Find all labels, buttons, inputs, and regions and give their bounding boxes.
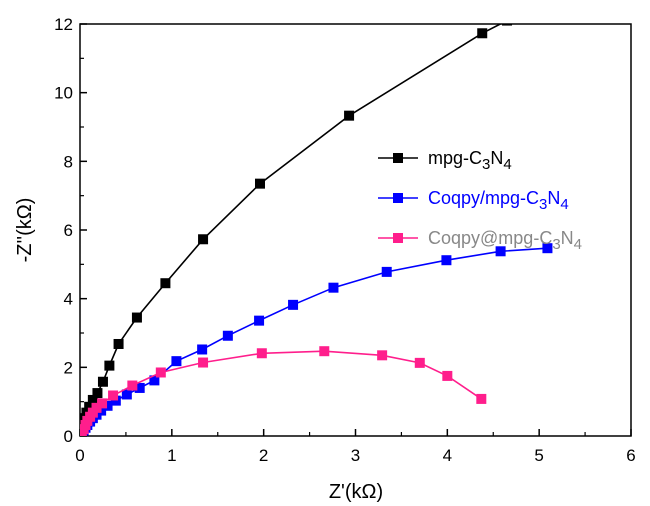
legend-label-coqpy-slash: Coqpy/mpg-C3N4 <box>428 188 569 213</box>
legend-marker-coqpy-at <box>393 233 403 243</box>
data-point-mpg <box>160 278 171 289</box>
x-tick-label: 1 <box>167 446 176 465</box>
y-tick-label: 0 <box>64 427 73 446</box>
data-point-mpg <box>131 312 142 323</box>
data-point-coqpy-slash <box>222 330 233 341</box>
data-point-coqpy-slash <box>110 395 121 406</box>
data-point-mpg <box>104 360 115 371</box>
data-point-coqpy-slash <box>441 255 452 266</box>
data-point-mpg <box>92 388 103 399</box>
data-point-mpg <box>97 376 108 387</box>
legend-marker-coqpy-slash <box>393 193 403 203</box>
y-tick-label: 6 <box>64 221 73 240</box>
data-point-coqpy-slash <box>102 400 113 411</box>
plot-area <box>79 23 632 437</box>
legend-marker-mpg <box>393 153 403 163</box>
x-tick-label: 5 <box>534 446 543 465</box>
data-point-coqpy-slash <box>542 243 553 254</box>
y-tick-label: 10 <box>54 84 73 103</box>
data-point-coqpy-at <box>91 402 102 413</box>
data-point-coqpy-at <box>476 393 487 404</box>
data-point-coqpy-at <box>414 357 425 368</box>
legend-text-part: N <box>547 188 560 208</box>
data-point-coqpy-slash <box>381 266 392 277</box>
data-point-coqpy-at <box>442 370 453 381</box>
legend-text-part: 3 <box>552 236 560 253</box>
legend-label-coqpy-at: Coqpy@mpg-C3N4 <box>428 228 582 253</box>
legend-text-part: 4 <box>503 156 511 173</box>
y-axis-title: -Z''(kΩ) <box>14 198 36 263</box>
data-point-mpg <box>87 394 98 405</box>
data-point-coqpy-slash <box>328 282 339 293</box>
y-tick-label: 2 <box>64 358 73 377</box>
data-point-coqpy-slash <box>121 389 132 400</box>
data-point-coqpy-slash <box>149 375 160 386</box>
legend-text-part: 4 <box>574 236 582 253</box>
data-point-coqpy-at <box>155 367 166 378</box>
legend-text-part: Coqpy@mpg-C <box>428 228 552 248</box>
data-point-coqpy-slash <box>288 299 299 310</box>
legend-text-part: N <box>561 228 574 248</box>
legend-label-mpg: mpg-C3N4 <box>428 148 512 173</box>
data-point-mpg <box>344 110 355 121</box>
legend-text-part: Coqpy/mpg-C <box>428 188 539 208</box>
data-point-mpg <box>254 178 265 189</box>
x-axis-title: Z'(kΩ) <box>329 481 383 503</box>
data-point-mpg <box>502 24 513 26</box>
x-tick-label: 6 <box>626 446 635 465</box>
legend-text-part: N <box>490 148 503 168</box>
data-point-coqpy-at <box>198 357 209 368</box>
y-tick-label: 12 <box>54 15 73 34</box>
data-point-coqpy-at <box>97 398 108 409</box>
y-tick-label: 8 <box>64 152 73 171</box>
x-tick-label: 4 <box>443 446 452 465</box>
data-point-mpg <box>477 28 488 39</box>
x-tick-label: 3 <box>351 446 360 465</box>
y-tick-label: 4 <box>64 290 73 309</box>
data-point-coqpy-at <box>127 380 138 391</box>
data-point-mpg <box>198 234 209 245</box>
data-point-mpg <box>113 338 124 349</box>
data-point-coqpy-at <box>108 390 119 401</box>
legend-text-part: 3 <box>539 196 547 213</box>
x-tick-label: 0 <box>75 446 84 465</box>
data-point-coqpy-at <box>256 348 267 359</box>
legend-text-part: mpg-C <box>428 148 482 168</box>
legend-text-part: 4 <box>560 196 568 213</box>
x-tick-label: 2 <box>259 446 268 465</box>
data-point-coqpy-slash <box>134 382 145 393</box>
data-point-coqpy-at <box>319 346 330 357</box>
data-point-coqpy-at <box>377 350 388 361</box>
data-point-coqpy-slash <box>495 246 506 257</box>
data-point-coqpy-slash <box>171 356 182 367</box>
data-point-mpg <box>84 401 95 412</box>
data-point-coqpy-slash <box>197 344 208 355</box>
data-point-coqpy-slash <box>254 315 265 326</box>
legend-text-part: 3 <box>482 156 490 173</box>
